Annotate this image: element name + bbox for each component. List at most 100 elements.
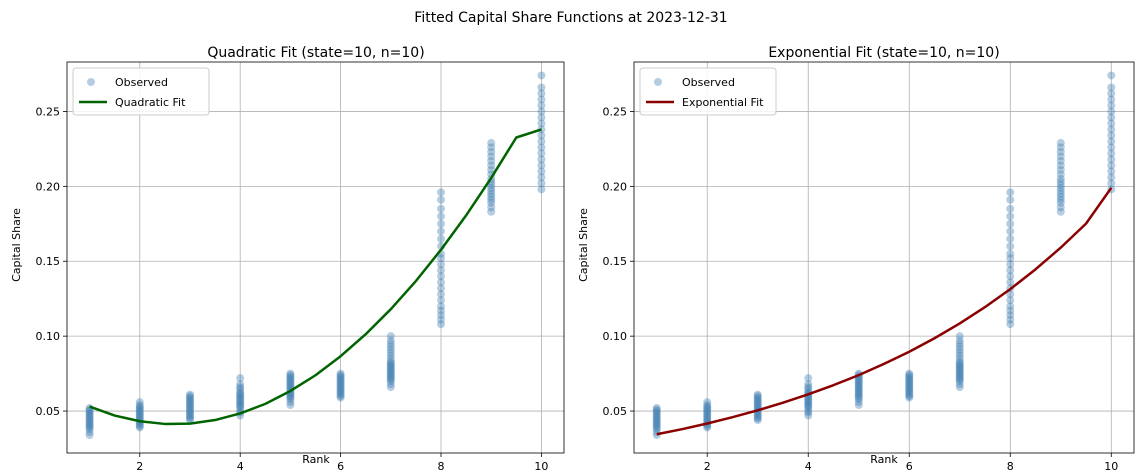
x-tick-label: 4 <box>805 460 812 473</box>
scatter-point <box>386 351 395 360</box>
scatter-point <box>487 147 496 156</box>
scatter-point <box>854 386 863 395</box>
scatter-point <box>1056 186 1065 195</box>
scatter-point <box>386 383 395 392</box>
scatter-point <box>85 410 94 419</box>
scatter-point <box>386 371 395 380</box>
scatter-point <box>236 383 245 392</box>
scatter-point <box>1107 83 1116 92</box>
scatter-point <box>185 414 194 423</box>
scatter-point <box>386 348 395 357</box>
scatter-point <box>854 390 863 399</box>
scatter-point <box>955 351 964 360</box>
scatter-point <box>185 405 194 414</box>
scatter-point <box>236 389 245 398</box>
scatter-point <box>286 398 295 407</box>
scatter-point <box>185 399 194 408</box>
scatter-point <box>1006 204 1015 213</box>
scatter-point <box>1107 95 1116 104</box>
scatter-point <box>487 152 496 161</box>
scatter-point <box>1056 198 1065 207</box>
scatter-point <box>236 402 245 411</box>
scatter-point <box>386 377 395 386</box>
scatter-point <box>854 378 863 387</box>
scatter-point <box>905 383 914 392</box>
y-axis-label: Capital Share <box>10 208 23 282</box>
scatter-point <box>386 339 395 348</box>
scatter-point <box>955 383 964 392</box>
scatter-point <box>336 390 345 399</box>
legend-label-observed: Observed <box>115 76 168 89</box>
scatter-point <box>955 336 964 345</box>
scatter-point <box>537 167 546 176</box>
scatter-point <box>905 371 914 380</box>
scatter-point <box>1056 156 1065 165</box>
scatter-point <box>1006 290 1015 299</box>
scatter-point <box>905 372 914 381</box>
scatter-point <box>135 413 144 422</box>
scatter-point <box>1056 195 1065 204</box>
scatter-point <box>437 311 446 320</box>
y-tick-label: 0.25 <box>36 105 61 118</box>
scatter-point <box>1107 155 1116 164</box>
x-tick-label: 4 <box>237 460 244 473</box>
figure-suptitle: Fitted Capital Share Functions at 2023-1… <box>414 10 727 26</box>
scatter-point <box>854 384 863 393</box>
scatter-point <box>652 417 661 426</box>
scatter-point <box>753 399 762 408</box>
scatter-point <box>955 369 964 378</box>
y-axis-label: Capital Share <box>577 208 590 282</box>
scatter-point <box>955 354 964 363</box>
scatter-point <box>1056 174 1065 183</box>
scatter-point <box>955 363 964 372</box>
legend: Observed Quadratic Fit <box>72 67 210 116</box>
scatter-point <box>437 284 446 293</box>
scatter-point <box>537 95 546 104</box>
scatter-point <box>537 137 546 146</box>
scatter-point <box>955 339 964 348</box>
scatter-point <box>955 360 964 369</box>
scatter-point <box>286 393 295 402</box>
x-axis-label: Rank <box>302 453 330 466</box>
scatter-point <box>286 395 295 404</box>
scatter-point <box>1006 249 1015 258</box>
scatter-point <box>336 377 345 386</box>
scatter-point <box>135 401 144 410</box>
scatter-point <box>1056 147 1065 156</box>
scatter-point <box>652 423 661 432</box>
scatter-point <box>955 365 964 374</box>
axes-frame <box>633 61 1135 454</box>
scatter-point <box>487 203 496 212</box>
scatter-point <box>85 425 94 434</box>
scatter-point <box>1056 180 1065 189</box>
scatter-point <box>537 89 546 98</box>
legend-label-observed: Observed <box>682 76 735 89</box>
scatter-point <box>336 384 345 393</box>
scatter-point <box>652 407 661 416</box>
scatter-point <box>955 371 964 380</box>
scatter-point <box>905 377 914 386</box>
scatter-point <box>804 383 813 392</box>
scatter-point <box>753 416 762 425</box>
scatter-point <box>487 189 496 198</box>
scatter-point <box>185 393 194 402</box>
scatter-point <box>854 398 863 407</box>
scatter-point <box>854 401 863 410</box>
scatter-point <box>703 401 712 410</box>
scatter-point <box>487 186 496 195</box>
scatter-point <box>537 113 546 122</box>
scatter-point <box>487 156 496 165</box>
scatter-point <box>386 368 395 377</box>
scatter-point <box>1056 152 1065 161</box>
scatter-point <box>703 398 712 407</box>
scatter-point <box>753 414 762 423</box>
scatter-point <box>185 413 194 422</box>
x-tick-label: 6 <box>337 460 344 473</box>
scatter-point <box>386 360 395 369</box>
scatter-point <box>185 404 194 413</box>
scatter-point <box>185 396 194 405</box>
scatter-point <box>652 405 661 414</box>
scatter-point <box>1056 143 1065 152</box>
scatter-point <box>804 380 813 389</box>
